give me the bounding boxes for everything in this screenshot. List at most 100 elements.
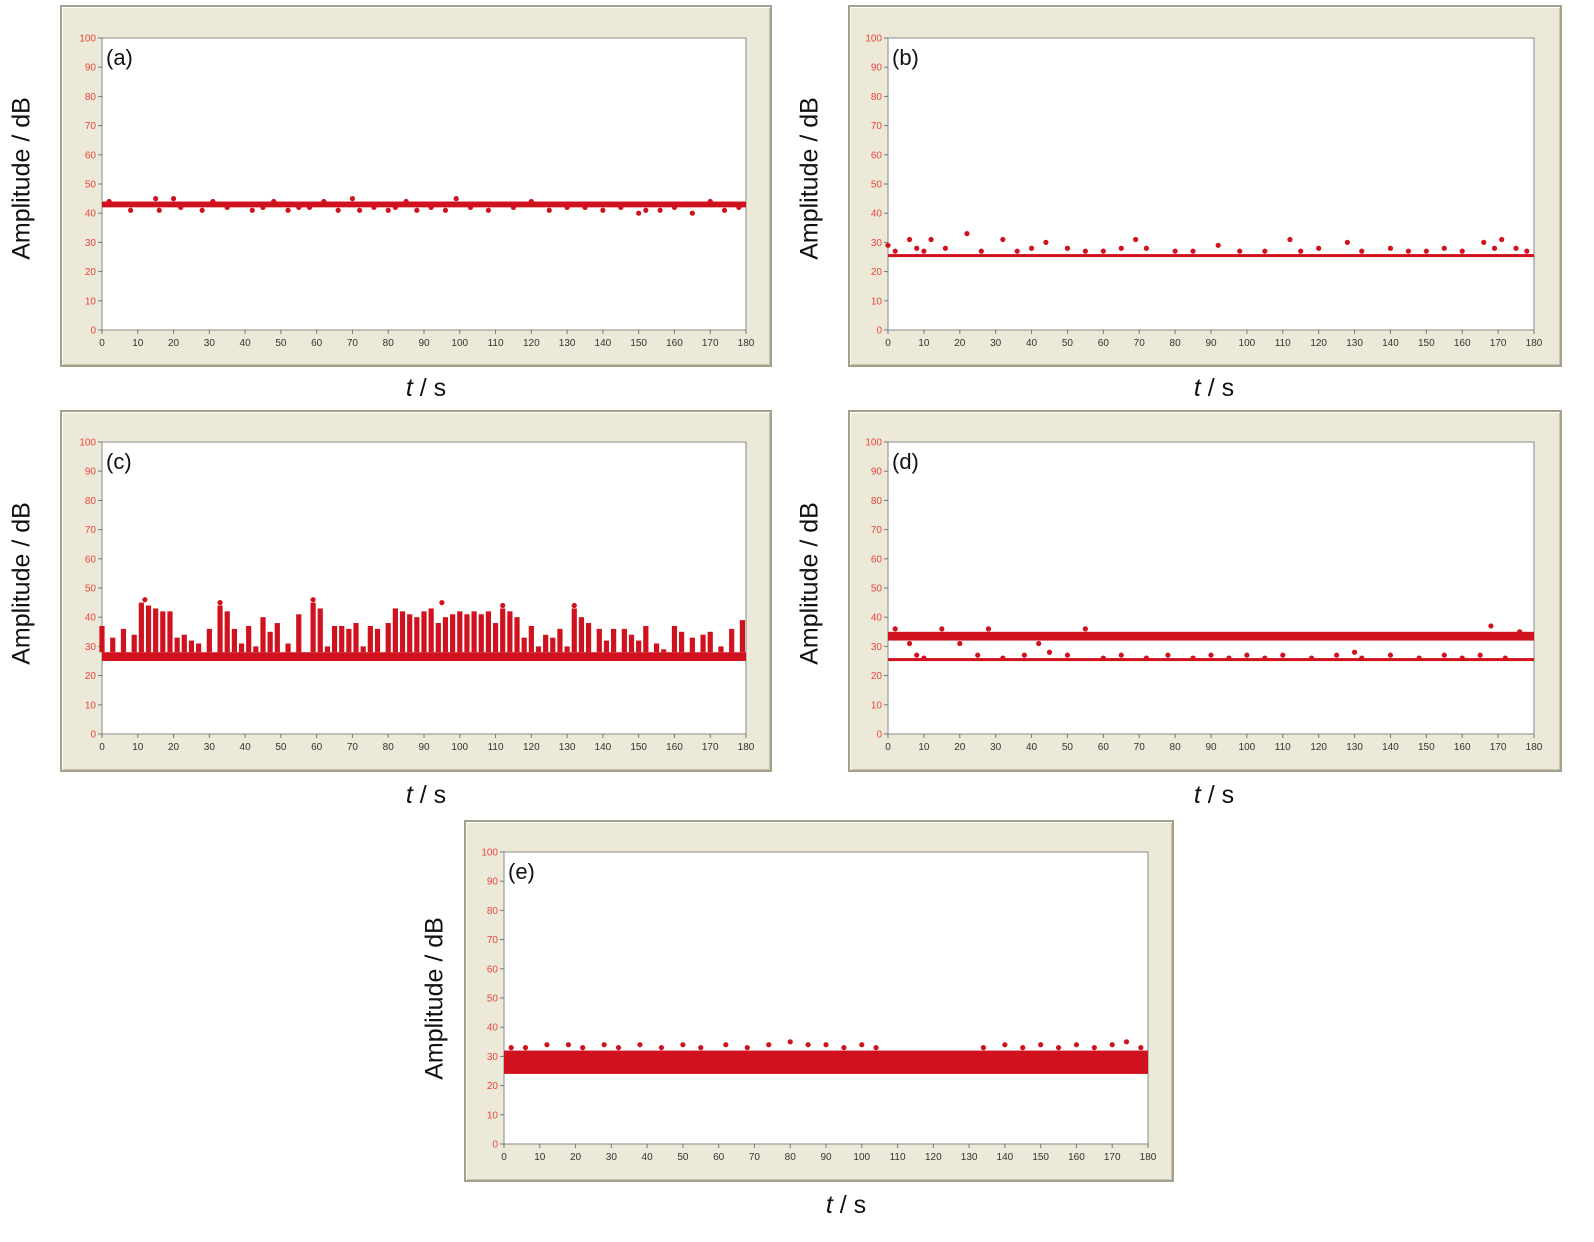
- x-tick-label: 80: [1170, 338, 1182, 349]
- x-tick-label: 100: [451, 338, 468, 349]
- data-point: [439, 600, 445, 606]
- x-tick-label: 180: [738, 338, 755, 349]
- data-point: [766, 1042, 772, 1048]
- x-tick-label: 60: [1098, 338, 1110, 349]
- data-point: [618, 204, 624, 210]
- x-tick-label: 110: [1275, 338, 1291, 349]
- y-tick-label: 40: [85, 209, 97, 220]
- data-point: [1190, 248, 1196, 254]
- data-point: [403, 198, 409, 205]
- x-tick-label: 160: [666, 742, 683, 753]
- data-point: [1405, 248, 1411, 254]
- x-tick-label: 90: [1205, 742, 1217, 753]
- data-point: [921, 248, 927, 254]
- data-burst: [643, 625, 649, 653]
- data-point: [306, 204, 313, 210]
- x-tick-label: 140: [595, 742, 612, 753]
- data-burst: [181, 634, 187, 653]
- data-burst: [160, 611, 166, 653]
- data-point: [178, 204, 184, 210]
- y-tick-label: 90: [487, 877, 499, 888]
- data-point: [957, 640, 963, 647]
- y-tick-label: 80: [871, 92, 883, 103]
- data-point: [906, 236, 913, 243]
- data-point: [1038, 1042, 1044, 1048]
- data-point: [1082, 626, 1088, 632]
- data-burst: [457, 611, 463, 653]
- x-axis-label: t / s: [1154, 781, 1274, 810]
- data-point: [392, 204, 398, 210]
- y-tick-label: 70: [871, 121, 883, 132]
- data-point: [1000, 655, 1006, 661]
- x-tick-label: 130: [559, 338, 576, 349]
- data-point: [249, 207, 255, 213]
- data-point: [128, 207, 134, 213]
- data-point: [1055, 1045, 1062, 1051]
- data-burst: [585, 623, 592, 653]
- y-tick-label: 10: [871, 296, 883, 307]
- data-band: [888, 254, 1534, 258]
- data-burst: [700, 634, 706, 653]
- data-burst: [564, 646, 570, 653]
- data-point: [1118, 652, 1124, 658]
- data-point: [210, 198, 216, 205]
- data-point: [349, 196, 356, 202]
- y-tick-label: 80: [487, 906, 499, 917]
- data-point: [1082, 248, 1088, 254]
- x-tick-label: 80: [383, 742, 395, 753]
- y-tick-label: 100: [865, 34, 882, 45]
- data-burst: [521, 637, 527, 653]
- x-tick-label: 130: [559, 742, 576, 753]
- data-point: [1036, 640, 1042, 647]
- data-point: [885, 242, 891, 248]
- data-point: [442, 207, 449, 213]
- data-burst: [153, 608, 159, 653]
- data-point: [1441, 245, 1447, 251]
- x-axis-label: t / s: [366, 781, 486, 810]
- data-point: [1043, 239, 1049, 245]
- data-burst: [492, 623, 499, 653]
- data-point: [1244, 652, 1250, 658]
- x-tick-label: 50: [1062, 338, 1074, 349]
- x-tick-label: 70: [347, 338, 359, 349]
- x-tick-label: 170: [1104, 1152, 1121, 1163]
- panel-label: (d): [892, 449, 919, 474]
- data-point: [805, 1042, 811, 1048]
- x-axis-unit: / s: [832, 1191, 867, 1219]
- data-point: [1190, 655, 1196, 661]
- data-point: [1064, 245, 1071, 251]
- data-point: [1226, 655, 1232, 661]
- data-burst: [310, 602, 316, 653]
- data-burst: [274, 623, 280, 653]
- x-tick-label: 30: [204, 338, 216, 349]
- data-point: [565, 1042, 572, 1048]
- y-tick-label: 40: [487, 1023, 499, 1034]
- x-tick-label: 100: [451, 742, 468, 753]
- data-burst: [707, 631, 713, 653]
- data-burst: [485, 611, 491, 653]
- plot-area: [887, 37, 1535, 331]
- y-tick-label: 50: [487, 994, 499, 1005]
- y-tick-label: 100: [79, 34, 96, 45]
- x-tick-label: 150: [630, 742, 647, 753]
- data-burst: [636, 640, 642, 653]
- data-point: [906, 640, 913, 647]
- data-point: [1517, 629, 1523, 635]
- y-tick-label: 60: [85, 150, 97, 161]
- x-axis-variable: t: [1193, 374, 1201, 402]
- x-tick-label: 110: [488, 338, 504, 349]
- data-point: [414, 207, 420, 213]
- data-burst: [435, 623, 441, 653]
- y-tick-label: 90: [871, 467, 883, 478]
- x-tick-label: 170: [702, 742, 719, 753]
- data-point: [689, 210, 695, 216]
- x-tick-label: 160: [1454, 338, 1471, 349]
- plot-area: [887, 441, 1535, 735]
- data-burst: [718, 646, 724, 653]
- y-tick-label: 30: [487, 1052, 499, 1063]
- data-point: [571, 602, 577, 609]
- data-point: [1262, 655, 1268, 661]
- x-tick-label: 140: [1382, 338, 1399, 349]
